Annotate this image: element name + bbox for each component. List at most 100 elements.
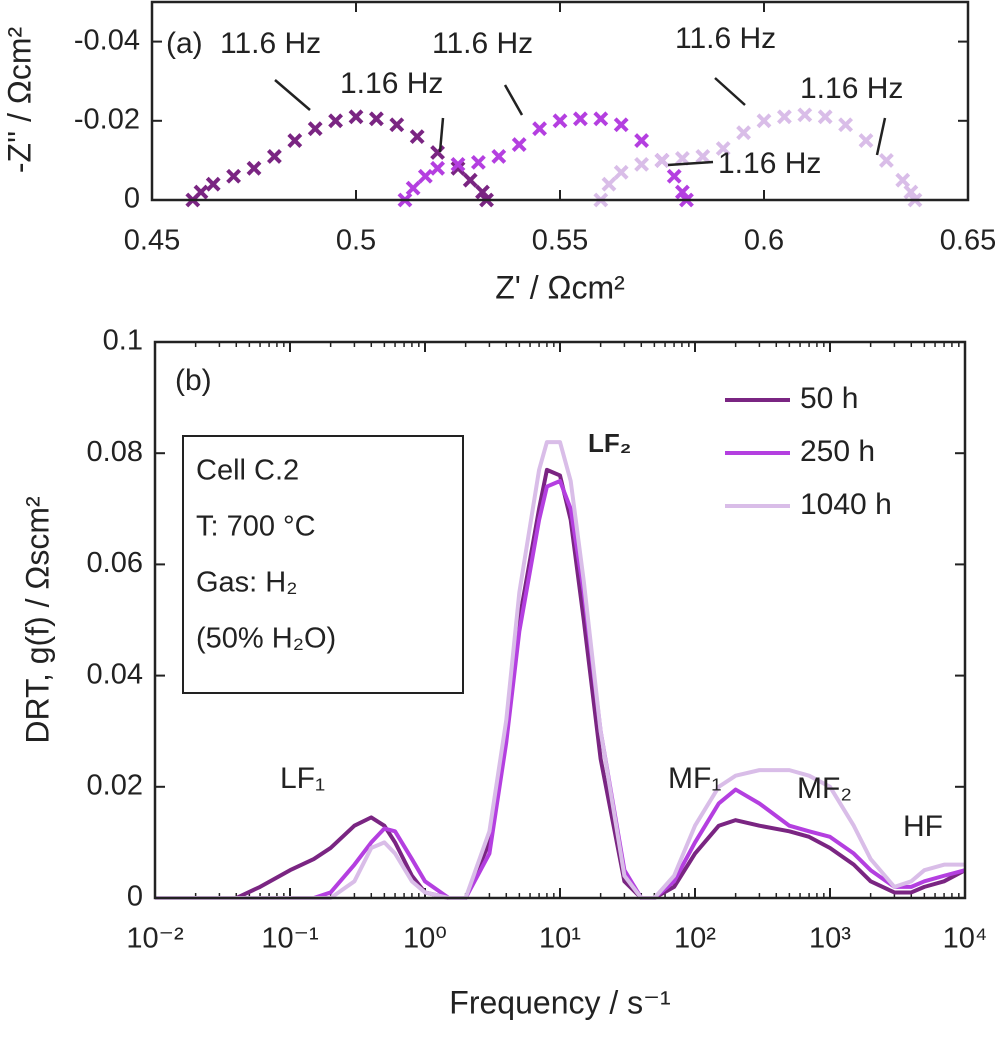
x-tick-label: 10²: [674, 923, 716, 955]
marker: [903, 184, 919, 200]
annotation: 1.16 Hz: [718, 147, 821, 180]
x-tick-label: 0.45: [124, 225, 180, 257]
x-tick-label: 10⁴: [943, 923, 988, 955]
x-tick-label: 0.6: [744, 225, 784, 257]
text-box-line: (50% H₂O): [196, 623, 336, 655]
marker: [287, 133, 303, 149]
annotation: (a): [166, 27, 203, 60]
marker: [817, 109, 833, 125]
marker: [193, 184, 209, 200]
marker: [756, 113, 772, 129]
x-tick-label: 0.55: [532, 225, 588, 257]
marker: [368, 111, 384, 127]
y-axis-label: DRT, g(f) / Ωscm²: [19, 496, 55, 744]
marker: [601, 176, 617, 192]
y-tick-label: 0.04: [87, 658, 143, 690]
marker: [715, 141, 731, 156]
marker: [797, 107, 813, 123]
leader-line: [274, 79, 311, 111]
leader-line: [503, 84, 524, 116]
marker: [405, 180, 421, 196]
marker: [654, 152, 670, 168]
y-tick-label: 0.06: [87, 547, 143, 579]
x-tick-label: 0.5: [336, 225, 376, 257]
annotation: MF₂: [797, 772, 852, 805]
marker: [532, 121, 548, 137]
annotation: 11.6 Hz: [675, 22, 776, 55]
marker: [430, 145, 446, 160]
x-tick-label: 10³: [809, 923, 851, 955]
x-tick-label: 10⁰: [403, 923, 447, 955]
marker: [736, 125, 752, 141]
marker: [593, 111, 609, 127]
leader-line: [875, 117, 887, 156]
marker: [878, 152, 894, 168]
marker: [409, 129, 425, 145]
marker: [666, 168, 682, 184]
y-axis-label: -Z'' / Ωcm²: [1, 26, 37, 173]
marker: [613, 164, 629, 180]
legend-label: 50 h: [800, 382, 858, 415]
marker: [634, 156, 650, 172]
text-box: [182, 435, 464, 694]
marker: [450, 156, 466, 172]
marker: [838, 117, 854, 133]
y-tick-label: -0.04: [74, 24, 140, 56]
legend-label: 250 h: [800, 435, 875, 468]
leader-line: [667, 160, 714, 167]
leader-line: [438, 117, 445, 153]
annotation: MF₁: [668, 762, 721, 795]
x-axis-label: Frequency / s⁻¹: [449, 984, 670, 1020]
marker: [674, 151, 690, 166]
marker: [246, 160, 262, 176]
marker: [491, 149, 507, 164]
annotation: 11.6 Hz: [220, 27, 321, 60]
marker: [307, 121, 323, 137]
y-tick-label: 0: [124, 183, 140, 215]
marker: [430, 160, 446, 176]
marker: [266, 149, 282, 164]
plot-area: [152, 2, 968, 200]
series-line: [155, 479, 966, 900]
text-box-line: Cell C.2: [196, 455, 299, 487]
x-tick-label: 10¹: [539, 923, 581, 955]
marker: [858, 133, 874, 149]
x-tick-label: 10⁻¹: [261, 923, 319, 955]
marker: [462, 172, 478, 188]
text-box-line: Gas: H₂: [196, 567, 298, 599]
marker: [572, 111, 588, 127]
annotation: LF₁: [280, 762, 325, 795]
marker: [552, 113, 568, 129]
marker: [776, 109, 792, 125]
marker: [470, 154, 486, 170]
y-tick-label: 0.08: [87, 436, 143, 468]
axes-frame: [153, 340, 967, 900]
y-tick-label: 0.02: [87, 769, 143, 801]
leader-line: [714, 77, 746, 106]
y-tick-label: 0: [127, 881, 143, 913]
x-axis-label: Z' / Ωcm²: [495, 269, 625, 305]
marker: [634, 133, 650, 149]
series-line: [155, 440, 965, 900]
annotation: (b): [175, 364, 212, 397]
marker: [895, 172, 911, 188]
annotation: 11.6 Hz: [432, 27, 533, 60]
annotation: 1.16 Hz: [340, 67, 443, 100]
marker: [389, 117, 405, 133]
marker: [674, 184, 690, 200]
axes-frame: [150, 0, 970, 202]
y-tick-label: -0.02: [74, 103, 140, 135]
x-tick-label: 10⁻²: [126, 923, 184, 955]
marker: [226, 168, 242, 184]
marker: [475, 184, 490, 200]
marker: [417, 168, 433, 184]
marker: [511, 137, 527, 152]
marker: [348, 109, 364, 125]
y-tick-label: 0.1: [103, 325, 143, 357]
x-tick-label: 0.65: [940, 225, 995, 257]
marker: [328, 113, 344, 129]
marker: [205, 176, 221, 192]
legend-label: 1040 h: [800, 488, 892, 521]
marker: [613, 117, 629, 133]
